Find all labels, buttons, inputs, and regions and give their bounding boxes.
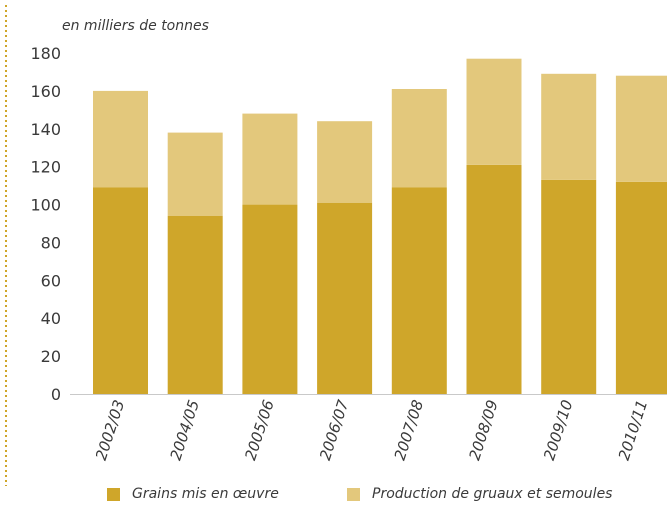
bar-segment-gruaux [541,73,597,180]
y-tick-label: 120 [30,158,61,177]
x-tick-label: 2004/05 [167,398,203,463]
bar-segment-gruaux [317,121,373,203]
x-tick-label: 2009/10 [540,398,576,463]
bar-segment-gruaux [466,58,522,165]
bar-segment-grains [242,204,298,394]
y-tick-label: 60 [41,271,61,290]
legend-item-grains: Grains mis en œuvre [107,486,279,502]
y-tick-label: 40 [41,309,61,328]
bar-segment-gruaux [93,90,148,188]
x-tick-label: 2002/03 [92,398,128,463]
x-tick-label: 2008/09 [465,398,501,463]
bar-segment-gruaux [167,132,223,216]
x-tick-label: 2005/06 [241,398,277,463]
bar-segment-grains [466,164,522,394]
legend-swatch-gruaux [347,487,360,501]
bar-segment-gruaux [242,113,298,205]
legend: Grains mis en œuvre Production de gruaux… [0,486,667,508]
x-tick-label: 2006/07 [316,397,353,462]
bar-segment-grains [391,187,447,394]
bar-segment-gruaux [615,75,667,182]
bar-segment-grains [615,181,667,394]
legend-label-grains: Grains mis en œuvre [132,486,279,502]
y-tick-label: 160 [30,82,61,101]
y-tick-label: 80 [41,233,61,252]
bar-segment-gruaux [391,89,447,188]
unit-label: en milliers de tonnes [62,18,209,34]
y-tick-label: 0 [51,385,61,404]
y-axis: 0 20 40 60 80 100 120 140 160 180 [30,44,61,404]
bar-segment-grains [541,179,597,394]
y-tick-label: 20 [41,347,61,366]
bar-segment-grains [167,215,223,394]
y-tick-label: 100 [30,196,61,215]
x-tick-label: 2010/11 [615,398,651,463]
y-tick-label: 140 [30,120,61,139]
bar-segment-grains [317,202,373,394]
legend-item-gruaux: Production de gruaux et semoules [347,486,612,502]
bar-segment-grains [93,187,148,394]
x-axis: 2002/03 2004/05 2005/06 2006/07 2007/08 2008/… [92,397,651,462]
y-tick-label: 180 [30,44,61,63]
legend-label-gruaux: Production de gruaux et semoules [372,486,613,502]
bars-group [93,58,667,394]
legend-swatch-grains [107,487,120,501]
x-tick-label: 2007/08 [391,398,427,463]
